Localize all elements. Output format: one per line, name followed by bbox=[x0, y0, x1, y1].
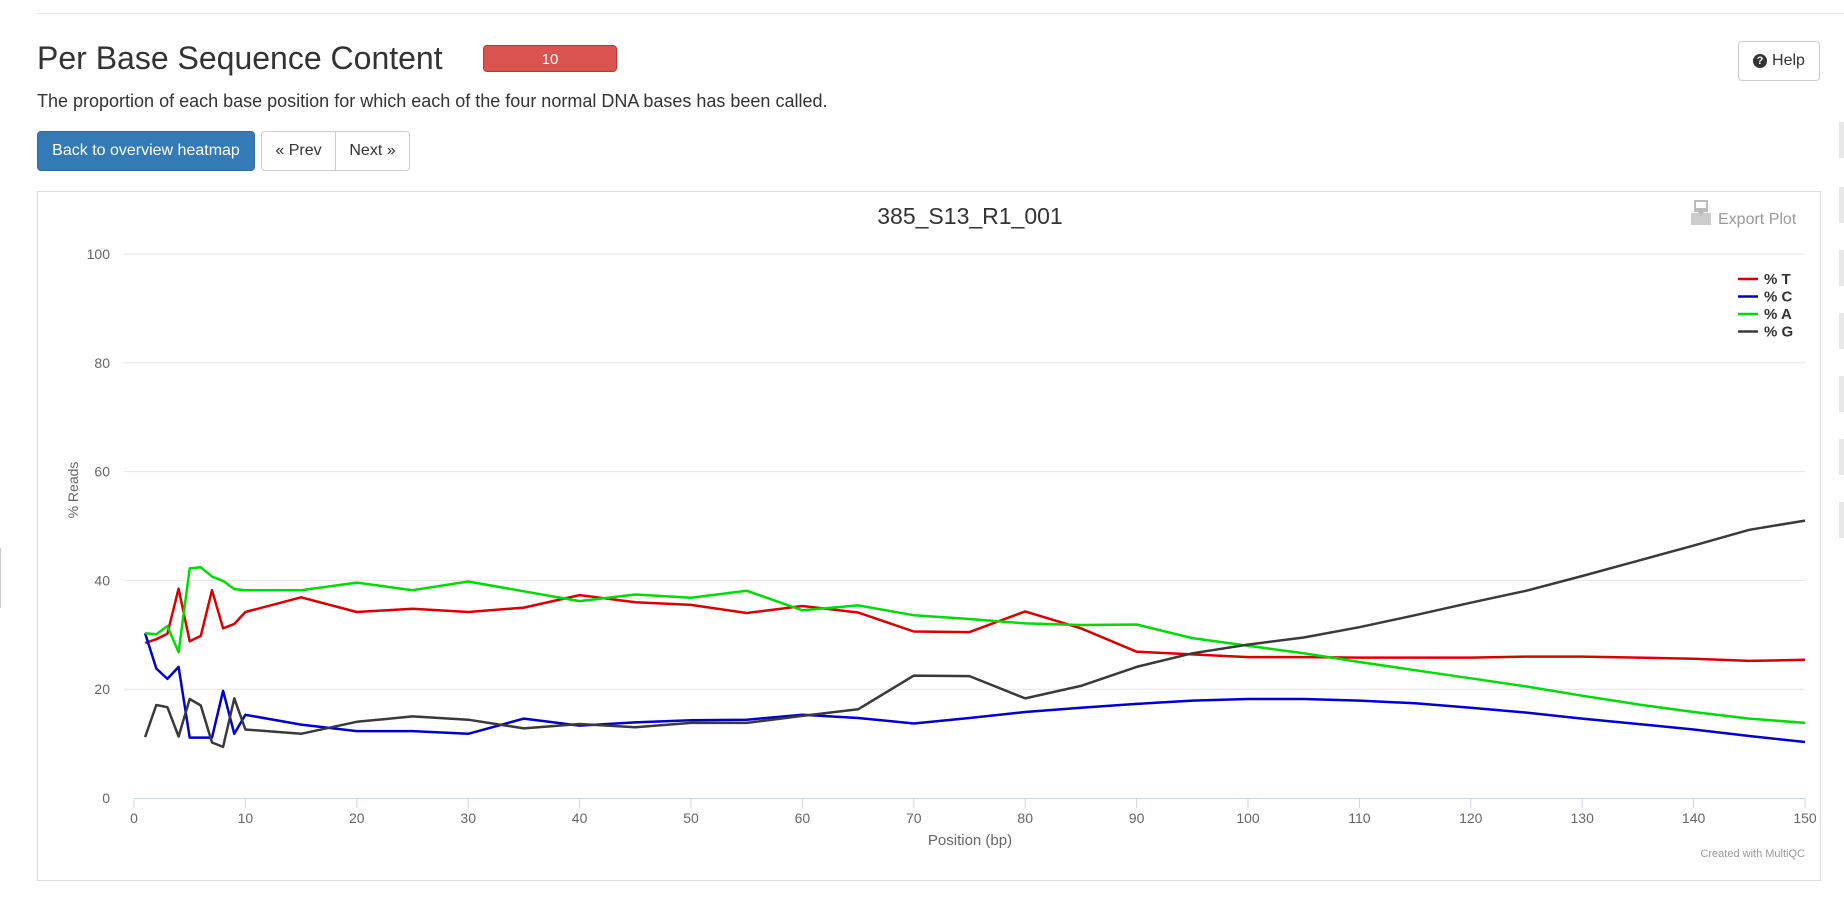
x-axis-label: Position (bp) bbox=[928, 832, 1012, 849]
x-tick-label: 110 bbox=[1348, 810, 1371, 826]
scroll-marker bbox=[1839, 313, 1844, 349]
legend-item[interactable]: % T bbox=[1738, 271, 1791, 288]
right-scroll-markers bbox=[1839, 0, 1844, 902]
series-line[interactable] bbox=[144, 587, 1806, 663]
legend-label: % G bbox=[1764, 324, 1793, 341]
y-tick-label: 60 bbox=[94, 464, 110, 480]
page-title: Per Base Sequence Content bbox=[37, 40, 443, 76]
question-circle-icon: ? bbox=[1753, 54, 1768, 68]
legend-item[interactable]: % C bbox=[1738, 289, 1793, 306]
y-tick-label: 0 bbox=[102, 790, 110, 806]
x-tick-label: 80 bbox=[1017, 810, 1033, 826]
download-icon bbox=[1691, 200, 1711, 225]
scroll-marker bbox=[1839, 502, 1844, 538]
series-line[interactable] bbox=[143, 519, 1806, 749]
section-description: The proportion of each base position for… bbox=[37, 91, 828, 111]
legend-label: % C bbox=[1764, 289, 1793, 306]
x-tick-label: 60 bbox=[795, 810, 811, 826]
legend: % T% C% A% G bbox=[1738, 271, 1793, 341]
status-badge: 10 bbox=[483, 45, 617, 72]
x-tick-label: 120 bbox=[1459, 810, 1483, 826]
scroll-marker bbox=[1839, 250, 1844, 286]
series-lines bbox=[143, 519, 1806, 749]
x-tick-label: 50 bbox=[683, 810, 699, 826]
x-tick-label: 130 bbox=[1571, 810, 1595, 826]
x-tick-label: 0 bbox=[130, 810, 138, 826]
x-tick-label: 20 bbox=[349, 810, 365, 826]
export-plot-button[interactable]: Export Plot bbox=[1691, 200, 1797, 228]
back-to-heatmap-button[interactable]: Back to overview heatmap bbox=[37, 131, 255, 171]
chart-title: 385_S13_R1_001 bbox=[877, 203, 1062, 229]
left-edge-marker bbox=[0, 548, 1, 608]
help-button[interactable]: ? Help bbox=[1738, 41, 1820, 81]
legend-item[interactable]: % A bbox=[1738, 306, 1792, 323]
export-plot-label: Export Plot bbox=[1718, 211, 1797, 228]
x-tick-label: 150 bbox=[1793, 810, 1817, 826]
top-divider bbox=[37, 13, 1844, 14]
axes: 0 20 40 60 80 100 0 10 20 30 40 50 60 70 80 90 100 110 120… bbox=[87, 246, 1817, 826]
help-label: Help bbox=[1772, 52, 1805, 69]
line-chart: 0 20 40 60 80 100 0 10 20 30 40 50 60 70 80 90 100 110 120… bbox=[65, 200, 1817, 860]
prev-next-group: « Prev Next » bbox=[261, 131, 410, 171]
series-line[interactable] bbox=[144, 566, 1806, 725]
x-tick-label: 10 bbox=[238, 810, 254, 826]
y-tick-label: 20 bbox=[94, 681, 110, 697]
x-tick-label: 40 bbox=[572, 810, 588, 826]
y-axis-label: % Reads bbox=[65, 462, 81, 519]
y-tick-label: 80 bbox=[94, 355, 110, 371]
scroll-marker bbox=[1839, 187, 1844, 223]
scroll-marker bbox=[1839, 439, 1844, 475]
y-tick-label: 40 bbox=[94, 572, 110, 588]
next-button[interactable]: Next » bbox=[335, 131, 410, 171]
x-tick-label: 30 bbox=[460, 810, 476, 826]
x-tick-label: 90 bbox=[1129, 810, 1145, 826]
y-tick-label: 100 bbox=[87, 246, 111, 262]
legend-label: % A bbox=[1764, 306, 1792, 323]
prev-button[interactable]: « Prev bbox=[261, 131, 336, 171]
scroll-marker bbox=[1839, 122, 1844, 158]
grid-lines bbox=[124, 253, 1805, 690]
scroll-marker bbox=[1839, 376, 1844, 412]
plot-container: 0 20 40 60 80 100 0 10 20 30 40 50 60 70 80 90 100 110 120… bbox=[37, 191, 1821, 881]
credit-text: Created with MultiQC bbox=[1700, 848, 1805, 860]
legend-item[interactable]: % G bbox=[1738, 324, 1793, 341]
legend-label: % T bbox=[1764, 271, 1791, 288]
x-tick-label: 100 bbox=[1236, 810, 1260, 826]
x-tick-label: 140 bbox=[1682, 810, 1706, 826]
series-line[interactable] bbox=[143, 632, 1806, 744]
x-tick-label: 70 bbox=[906, 810, 922, 826]
